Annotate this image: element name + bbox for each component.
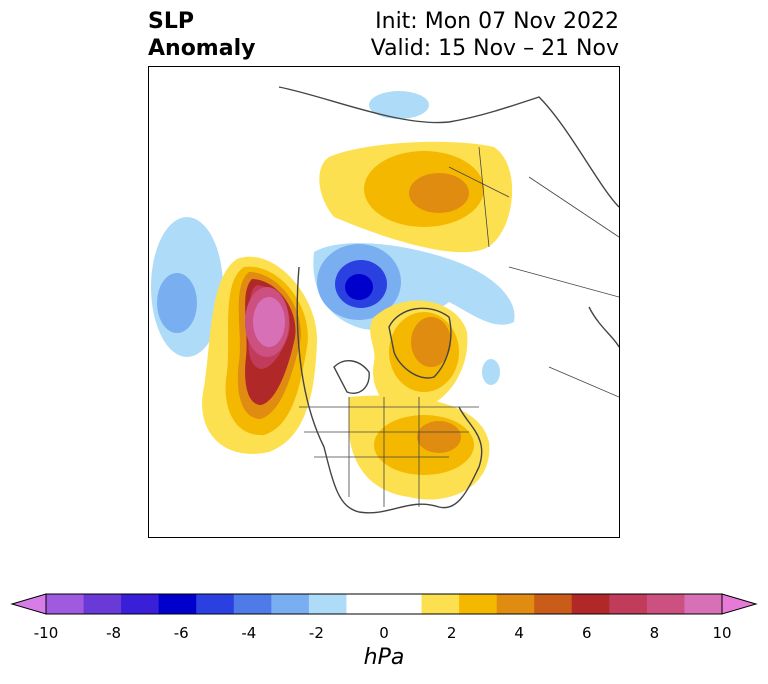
colorbar-cell <box>83 594 122 614</box>
greenland-high-core <box>411 317 451 367</box>
atlantic-low <box>482 359 500 385</box>
colorbar-cell <box>121 594 160 614</box>
colorbar-tick-label: 0 <box>379 624 389 642</box>
arctic-low-core <box>345 274 373 300</box>
date-info: Init: Mon 07 Nov 2022 Valid: 15 Nov – 21… <box>371 8 619 62</box>
colorbar-tick-label: -8 <box>106 624 122 642</box>
colorbar-cell <box>609 594 648 614</box>
colorbar-tick-label: -10 <box>33 624 59 642</box>
colorbar-over-arrow <box>721 593 758 615</box>
asia-borders <box>448 146 619 398</box>
anomaly-map <box>148 66 620 538</box>
eastnam-high-core <box>417 421 461 453</box>
colorbar-tick-label: 4 <box>514 624 524 642</box>
colorbar-cell <box>571 594 610 614</box>
colorbar-cell <box>684 594 723 614</box>
scandinavia-low <box>369 91 429 119</box>
colorbar-cells <box>46 594 723 614</box>
colorbar-cell <box>271 594 310 614</box>
greenland-coast <box>388 307 452 379</box>
colorbar-tick-label: 6 <box>582 624 592 642</box>
colorbar-tick-label: -2 <box>308 624 324 642</box>
coastlines <box>278 86 619 514</box>
colorbar-cell <box>496 594 535 614</box>
colorbar-tick-label: -6 <box>173 624 189 642</box>
colorbar-cell <box>459 594 498 614</box>
colorbar-cell <box>534 594 573 614</box>
colorbar-cell <box>158 594 197 614</box>
colorbar-cell <box>46 594 85 614</box>
colorbar <box>10 593 758 615</box>
title-line-1: SLP <box>148 9 194 34</box>
colorbar-tick-label: 8 <box>649 624 660 642</box>
negative-anomalies <box>151 91 515 385</box>
colorbar-unit-label: hPa <box>363 645 405 670</box>
colorbar-tick-label: 2 <box>446 624 457 642</box>
siberia-high-core <box>409 173 469 213</box>
us-grid <box>299 397 479 507</box>
map-title: SLP Anomaly <box>148 8 255 62</box>
colorbar-cell <box>308 594 347 614</box>
title-line-2: Anomaly <box>148 36 256 61</box>
valid-date: Valid: 15 Nov – 21 Nov <box>370 36 619 61</box>
colorbar-cell <box>384 594 423 614</box>
anomaly-map-svg <box>151 86 619 514</box>
positive-anomalies <box>202 141 513 500</box>
init-date: Init: Mon 07 Nov 2022 <box>375 9 619 34</box>
colorbar-cell <box>346 594 385 614</box>
eurasia-coast <box>278 86 619 348</box>
colorbar-cell <box>233 594 272 614</box>
colorbar-cell <box>646 594 685 614</box>
pacific-high-core <box>253 297 285 347</box>
colorbar-cell <box>196 594 235 614</box>
colorbar-frame <box>45 593 723 615</box>
north-america-coast <box>296 266 483 514</box>
colorbar-under-arrow <box>10 593 47 615</box>
hudson-bay <box>333 360 370 394</box>
colorbar-tick-label: -4 <box>241 624 257 642</box>
colorbar-tick-label: 10 <box>712 624 732 642</box>
pacific-low-inner <box>157 273 197 333</box>
colorbar-cell <box>421 594 460 614</box>
